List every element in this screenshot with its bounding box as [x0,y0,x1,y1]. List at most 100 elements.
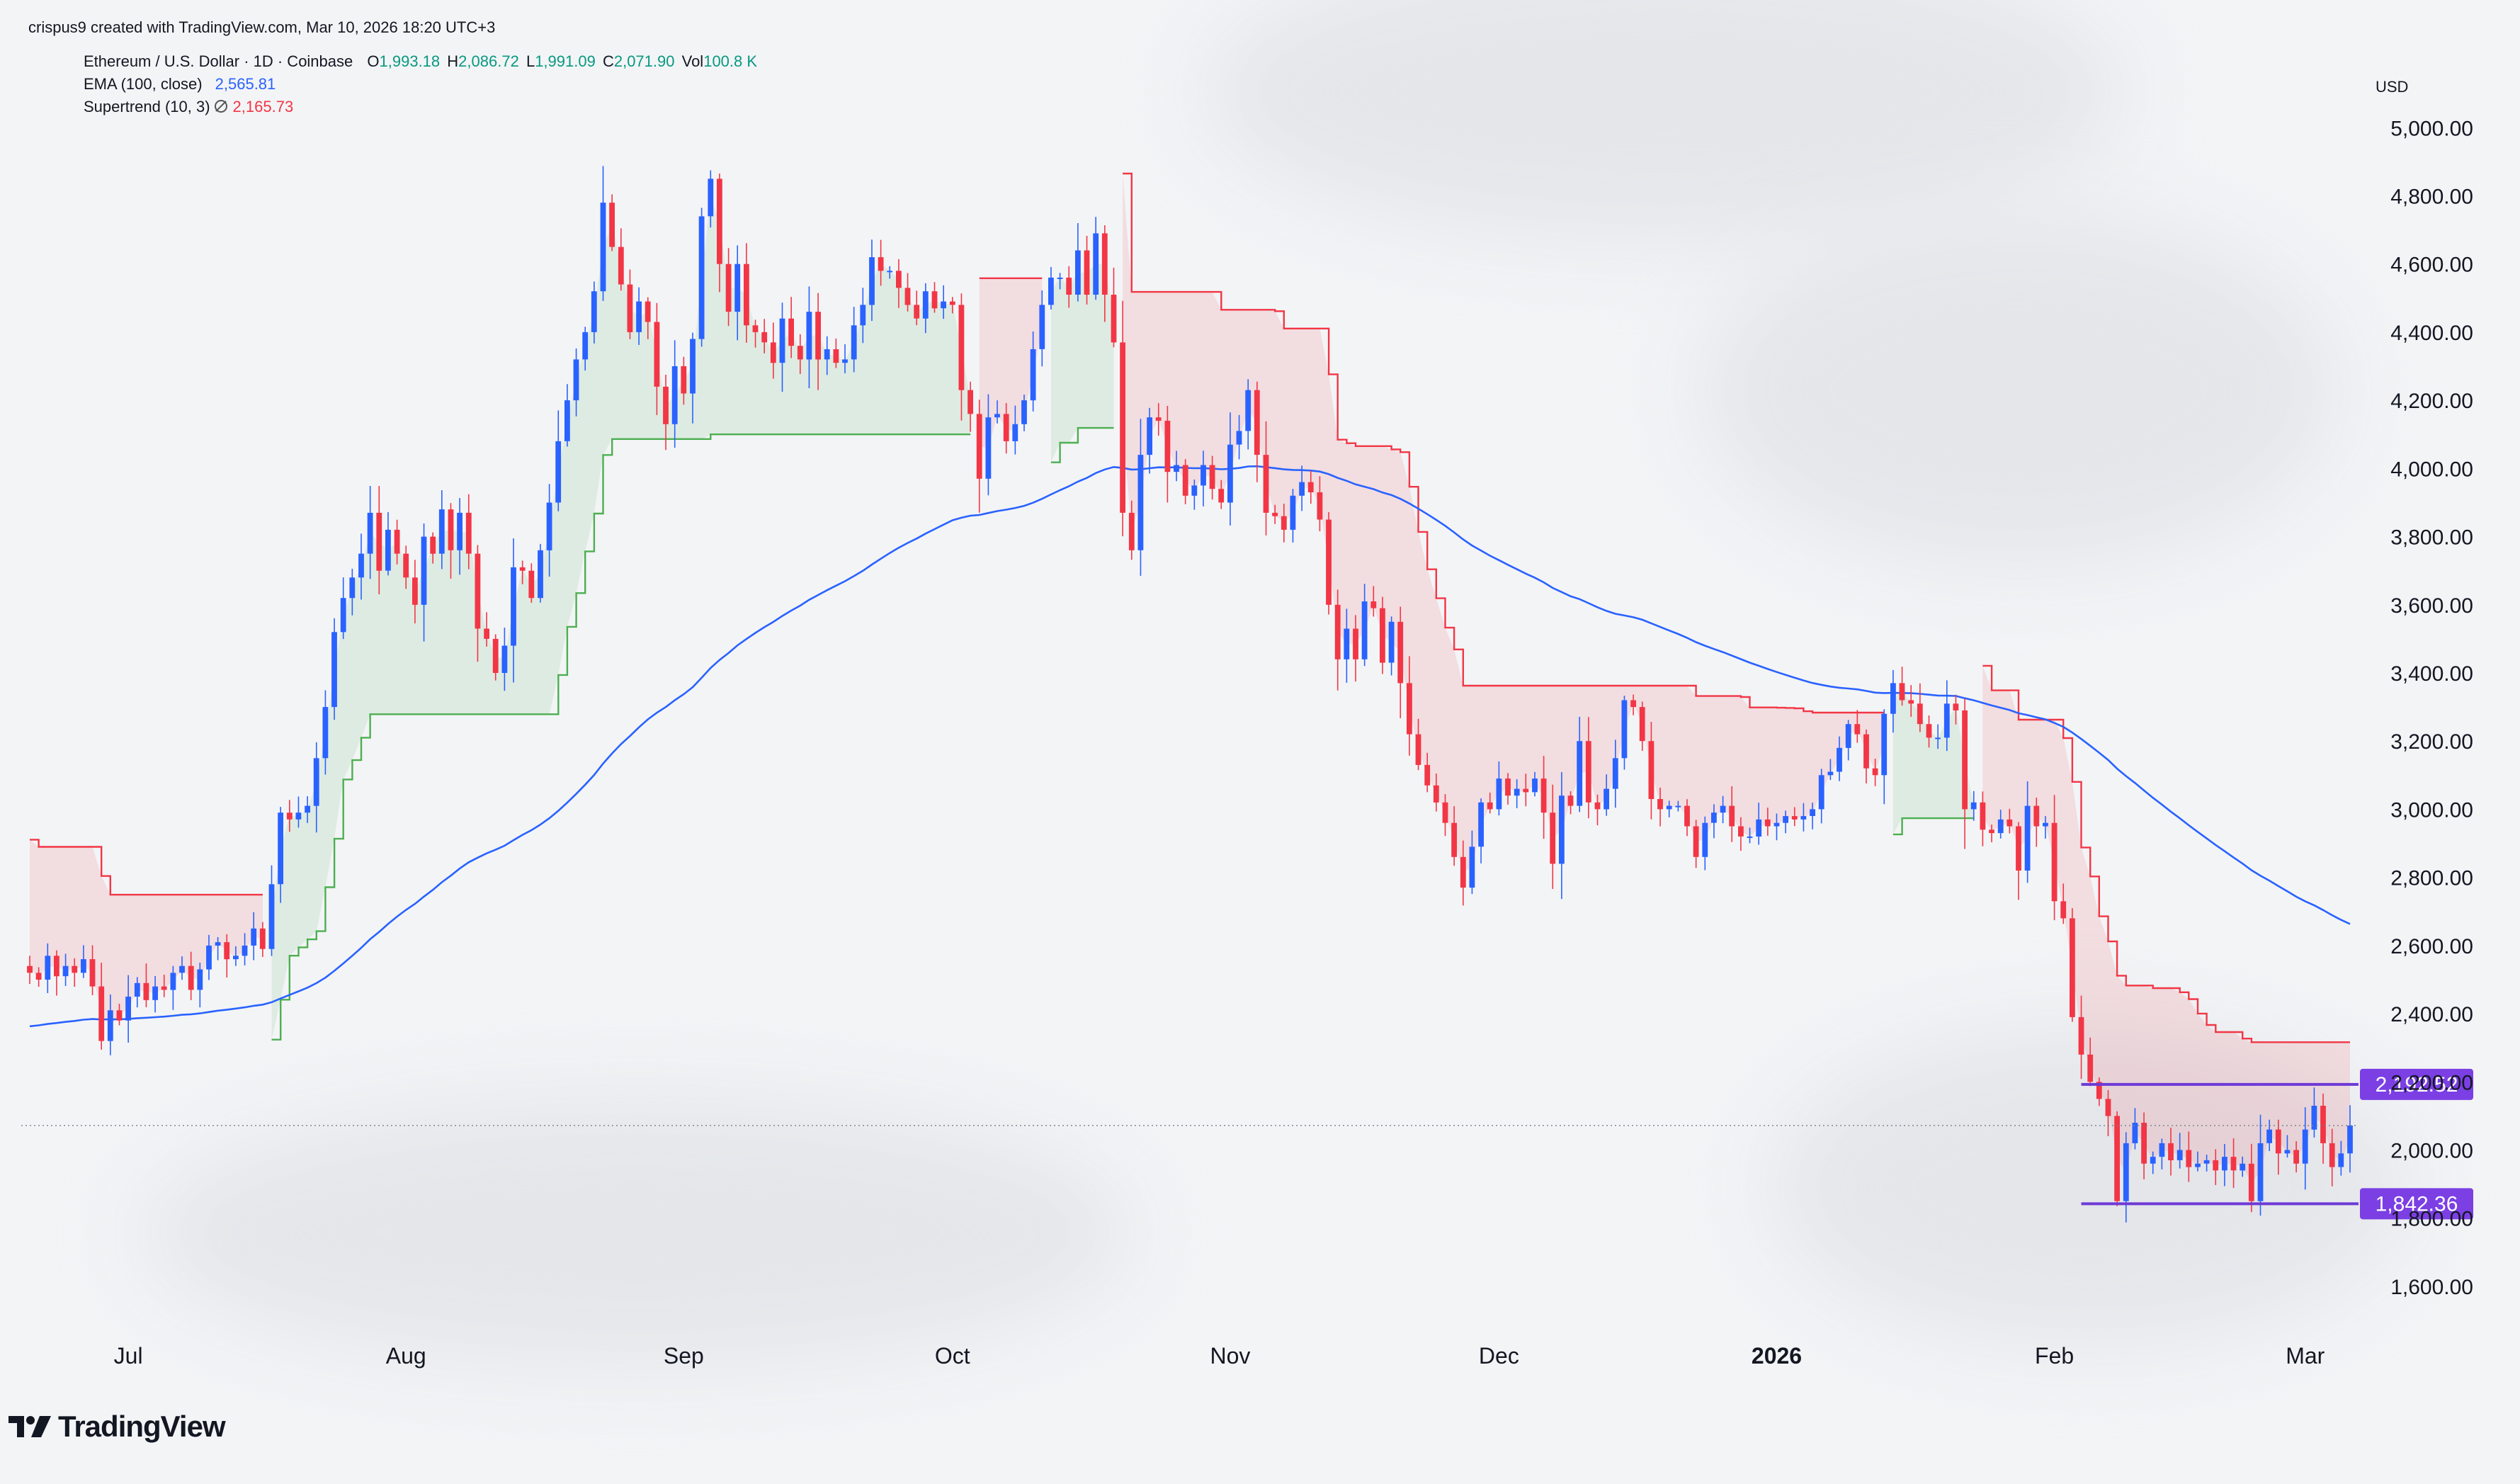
candle-down [1872,768,1878,776]
candle-up [824,349,830,360]
ema-label: EMA (100, close) [84,75,203,93]
candle-down [448,509,454,550]
candle-down [1764,819,1771,827]
candle-up [1711,812,1717,823]
candle-up [1299,482,1305,496]
candle-down [681,366,687,394]
candle-down [797,346,803,360]
symbol-legend[interactable]: Ethereum / U.S. Dollar · 1D · Coinbase O… [84,52,757,71]
candle-up [1559,795,1565,864]
candle-up [538,550,543,599]
candle-up [2195,1163,2201,1167]
x-tick-label: Jul [114,1343,143,1369]
candle-up [268,884,275,949]
candle-up [1800,816,1807,820]
candle-up [1612,758,1618,789]
candle-up [851,325,857,360]
candle-down [752,325,759,332]
supertrend-up-fill [271,197,971,1040]
volume-label: Vol [681,52,704,70]
candle-up [1191,485,1198,496]
candle-up [1021,400,1027,424]
candle-down [931,291,938,309]
candle-down [2051,822,2058,902]
candle-up [564,400,570,441]
candle-down [2168,1143,2174,1160]
candle-down [54,956,59,977]
candle-up [134,982,140,997]
candle-down [2016,826,2021,871]
candle-up [1030,349,1036,401]
hidden-eye-icon[interactable] [214,100,227,113]
candle-up [233,956,239,960]
candle-down [645,301,651,322]
candle-up [2150,1157,2156,1164]
candle-up [806,312,812,360]
candle-up [1810,809,1815,816]
candle-up [1943,703,1950,738]
candle-down [1380,608,1385,663]
ema-line [29,465,2351,1028]
candle-up [591,291,597,332]
candle-down [403,553,409,578]
candle-up [1837,747,1842,772]
candle-up [1137,455,1144,550]
candle-down [1084,250,1090,295]
candle-up [1236,431,1242,445]
candle-down [2275,1129,2281,1154]
x-tick-label: Nov [1210,1343,1250,1369]
candle-down [2248,1163,2254,1201]
candle-down [1540,778,1547,813]
candle-up [546,502,552,550]
candle-down [2141,1123,2147,1164]
supertrend-legend[interactable]: Supertrend (10, 3) 2,165.73 [84,98,293,116]
candle-up [779,318,785,363]
candle-up [698,216,705,339]
candle-up [1702,822,1708,857]
supertrend-up-line [1892,817,1974,836]
candle-down [35,973,42,980]
supertrend-down-fill [1982,665,2350,1183]
ema-legend[interactable]: EMA (100, close) 2,565.81 [84,75,276,94]
tradingview-logo[interactable]: TradingView [8,1410,226,1444]
candle-up [600,203,606,292]
candle-down [896,271,902,288]
candle-up [295,812,302,820]
candle-down [663,386,669,424]
candle-down [833,349,839,363]
candle-down [1155,417,1162,421]
candle-up [1604,788,1609,810]
candle-down [1326,519,1332,605]
candle-down [1585,741,1591,803]
y-tick-label: 2,400.00 [2390,1003,2473,1026]
price-level-label: 1,842.36 [2376,1192,2458,1216]
candle-up [1666,805,1672,810]
candle-up [573,359,579,401]
candle-down [609,203,615,247]
chart-credit: crispus9 created with TradingView.com, M… [28,18,496,36]
candle-down [1120,342,1125,513]
candle-down [376,512,382,571]
y-tick-label: 2,800.00 [2390,867,2473,890]
x-tick-label: Mar [2286,1343,2325,1369]
candle-down [1693,826,1699,857]
candle-up [1881,713,1888,776]
x-tick-label: Sep [664,1343,704,1369]
candle-up [81,959,86,973]
candle-down [1460,856,1466,888]
candle-down [519,567,526,571]
candle-down [1415,734,1421,765]
candle-up [2311,1106,2317,1130]
candle-up [1245,390,1252,431]
y-tick-label: 3,000.00 [2390,798,2473,822]
volume-value: 100.8 K [703,52,758,70]
candle-down [528,570,535,599]
candle-down [914,305,920,319]
candle-up [2176,1150,2183,1160]
candle-up [197,969,203,990]
candle-up [734,264,741,312]
background-cloud [1700,213,2337,567]
candle-up [2159,1143,2165,1157]
